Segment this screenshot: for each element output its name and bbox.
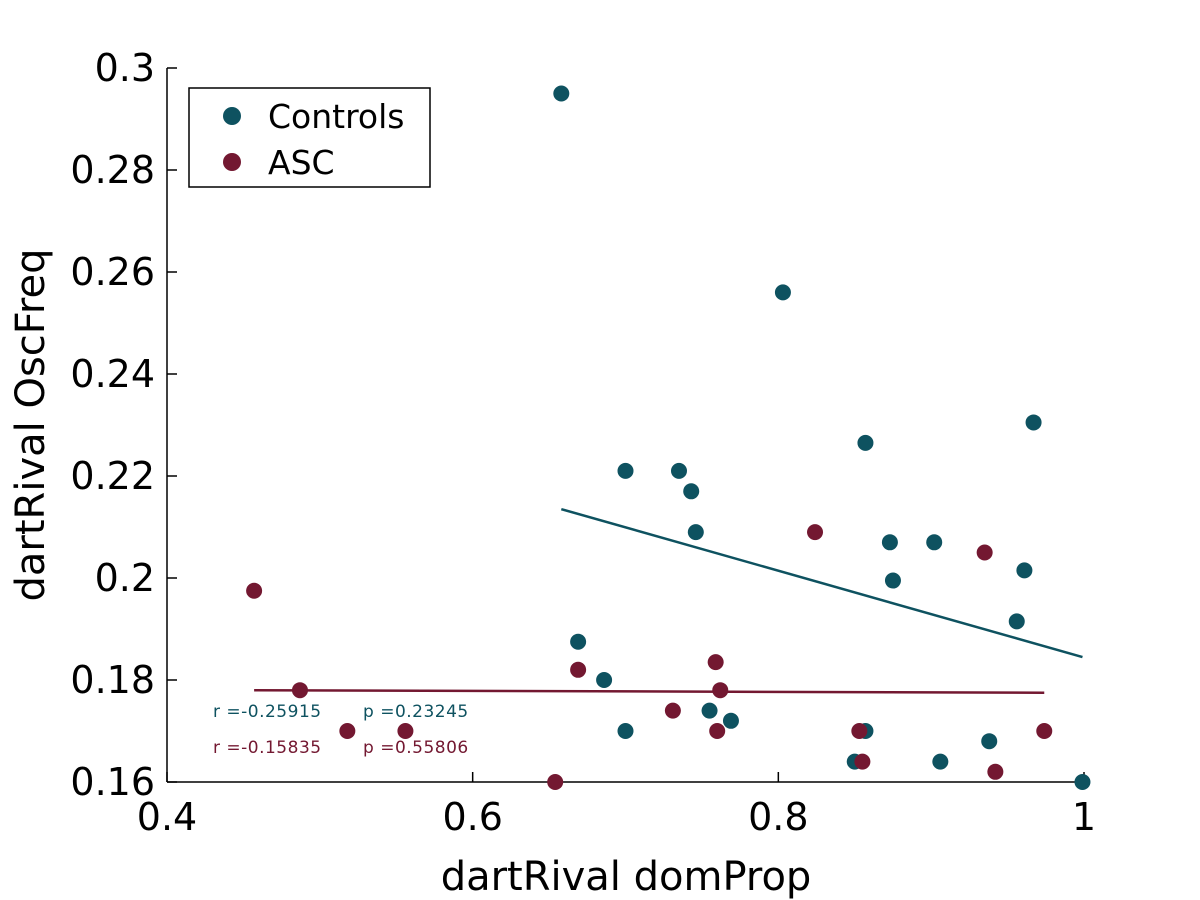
- stat-r-controls: r =-0.25915: [213, 702, 322, 722]
- data-point-asc: [397, 723, 414, 739]
- data-point-asc: [1036, 723, 1053, 739]
- data-point-controls: [687, 524, 704, 541]
- data-point-controls: [1074, 774, 1091, 790]
- data-points: [246, 85, 1091, 790]
- legend: Controls ASC: [188, 87, 431, 188]
- data-point-asc: [664, 702, 681, 719]
- data-point-controls: [553, 85, 570, 102]
- data-point-asc: [851, 723, 868, 739]
- data-point-controls: [570, 633, 587, 650]
- data-point-controls: [596, 672, 613, 688]
- y-tick-label: 0.2: [95, 556, 155, 600]
- data-point-asc: [547, 774, 564, 790]
- y-tick-label: 0.22: [70, 454, 155, 498]
- data-point-controls: [774, 284, 791, 301]
- data-point-controls: [981, 733, 998, 750]
- data-point-asc: [707, 654, 724, 671]
- legend-marker-asc: [223, 153, 241, 171]
- data-point-controls: [722, 712, 739, 729]
- fit-lines: [254, 507, 1083, 694]
- fit-line-controls: [560, 507, 1083, 659]
- data-point-controls: [683, 483, 700, 500]
- axes: 0.16 0.18 0.2 0.22 0.24 0.26 0.28 0.3 0.4 0.6 0.8 1: [70, 46, 1096, 839]
- data-point-asc: [246, 582, 263, 599]
- data-point-asc: [712, 682, 729, 699]
- data-point-asc: [339, 723, 356, 739]
- y-tick-label: 0.24: [70, 352, 155, 396]
- x-tick-label: 0.4: [137, 795, 197, 839]
- stat-p-asc: p =0.55806: [363, 738, 469, 758]
- fit-line-asc: [254, 688, 1045, 694]
- data-point-asc: [854, 753, 871, 770]
- data-point-controls: [1025, 414, 1042, 431]
- y-tick-label: 0.3: [95, 46, 155, 90]
- y-axis-label: dartRival OscFreq: [8, 249, 54, 602]
- data-point-controls: [1008, 613, 1025, 630]
- data-point-controls: [857, 434, 874, 451]
- data-point-asc: [976, 544, 993, 561]
- data-point-controls: [881, 534, 898, 551]
- data-point-asc: [570, 661, 587, 678]
- data-point-asc: [987, 763, 1004, 780]
- data-point-controls: [617, 462, 634, 479]
- x-tick-label: 0.8: [748, 795, 808, 839]
- legend-marker-controls: [223, 107, 241, 125]
- legend-label-controls: Controls: [268, 97, 404, 136]
- y-tick-label: 0.28: [70, 148, 155, 192]
- data-point-controls: [884, 572, 901, 589]
- correlation-stats: r =-0.25915 p =0.23245 r =-0.15835 p =0.558…: [213, 702, 469, 758]
- x-axis-label: dartRival domProp: [441, 854, 812, 900]
- x-tick-label: 1: [1072, 795, 1096, 839]
- data-point-controls: [926, 534, 943, 551]
- data-point-controls: [1016, 562, 1033, 579]
- data-point-asc: [291, 682, 308, 699]
- stat-p-controls: p =0.23245: [363, 702, 469, 722]
- stat-r-asc: r =-0.15835: [213, 738, 322, 758]
- data-point-controls: [617, 723, 634, 739]
- legend-label-asc: ASC: [268, 143, 335, 182]
- x-tick-label: 0.6: [442, 795, 502, 839]
- data-point-controls: [701, 702, 718, 719]
- y-tick-label: 0.16: [70, 760, 155, 804]
- data-point-controls: [670, 462, 687, 479]
- y-tick-label: 0.26: [70, 250, 155, 294]
- data-point-asc: [807, 524, 824, 541]
- data-point-controls: [932, 753, 949, 770]
- y-tick-label: 0.18: [70, 658, 155, 702]
- data-point-asc: [709, 723, 726, 739]
